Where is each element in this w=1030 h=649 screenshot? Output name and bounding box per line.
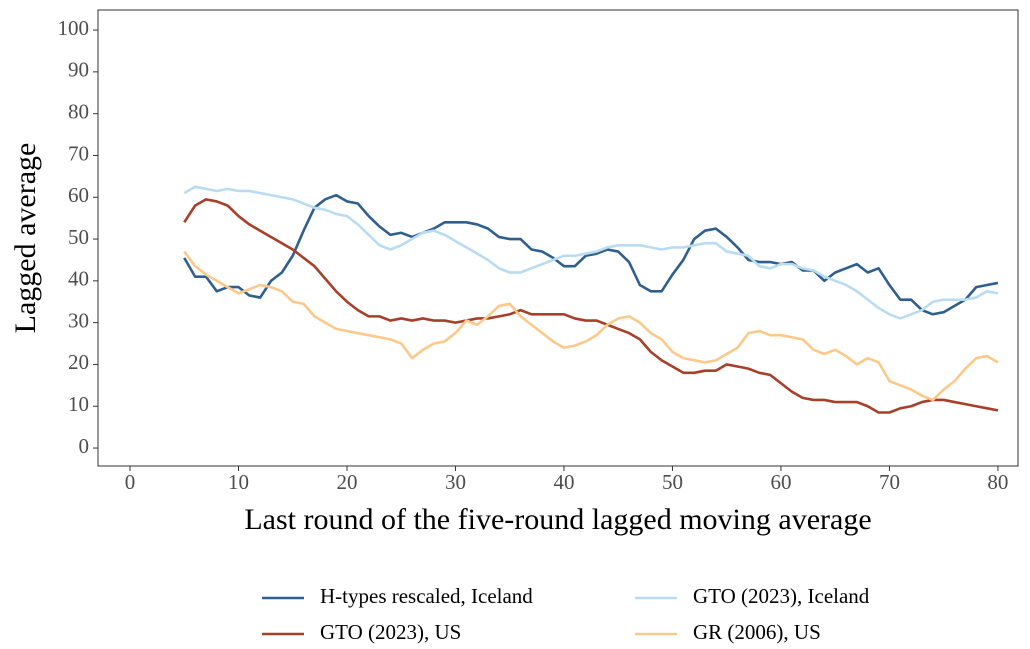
- x-tick-label: 40: [553, 470, 574, 494]
- y-tick-label: 50: [68, 225, 89, 249]
- y-tick-label: 30: [68, 308, 89, 332]
- x-tick-label: 0: [125, 470, 136, 494]
- x-tick-label: 80: [987, 470, 1008, 494]
- series-line: [183, 198, 999, 414]
- y-tick-label: 10: [68, 392, 89, 416]
- x-axis-title: Last round of the five-round lagged movi…: [244, 503, 871, 536]
- series-line: [183, 185, 999, 320]
- legend-label: GTO (2023), US: [320, 620, 461, 644]
- x-tick-label: 20: [336, 470, 357, 494]
- panel-border: [97, 9, 1019, 467]
- x-tick-label: 50: [662, 470, 683, 494]
- y-axis-title: Lagged average: [9, 143, 42, 334]
- y-tick-label: 0: [79, 434, 90, 458]
- y-tick-label: 100: [58, 16, 90, 40]
- y-tick-label: 70: [68, 141, 89, 165]
- x-tick-label: 30: [445, 470, 466, 494]
- x-tick-label: 10: [228, 470, 249, 494]
- y-tick-label: 80: [68, 99, 89, 123]
- legend-label: GR (2006), US: [693, 620, 821, 644]
- x-tick-label: 70: [879, 470, 900, 494]
- y-tick-label: 40: [68, 267, 89, 291]
- x-tick-label: 60: [770, 470, 791, 494]
- series-line: [183, 193, 999, 316]
- y-tick-label: 90: [68, 58, 89, 82]
- legend-label: H-types rescaled, Iceland: [320, 584, 533, 608]
- series-line: [183, 250, 999, 402]
- y-tick-label: 20: [68, 350, 89, 374]
- y-tick-label: 60: [68, 183, 89, 207]
- legend-label: GTO (2023), Iceland: [693, 584, 870, 608]
